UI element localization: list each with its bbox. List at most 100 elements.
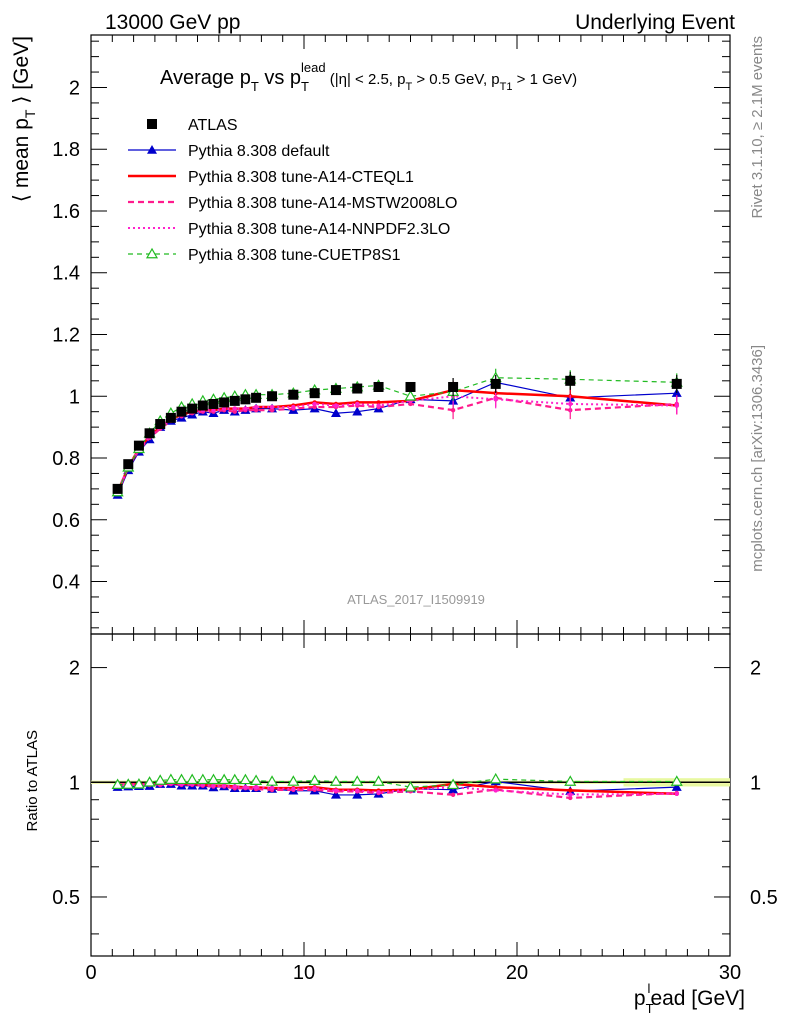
data-point [187,403,198,414]
data-point [493,397,498,402]
ratio-plot-frame [90,633,731,957]
data-point [112,483,123,494]
side-text-bottom: mcplots.cern.ch [arXiv:1306.3436] [749,345,766,572]
ratio-point [132,778,145,789]
ratio-point [243,785,248,790]
ratio-point [291,786,296,792]
data-point [144,428,155,439]
data-point [232,409,237,414]
data-point [312,404,317,410]
data-point [404,390,417,401]
series-pythia-8-308-default [112,373,682,799]
ratio-point [564,775,577,786]
data-point [229,395,240,406]
data-point [155,419,166,430]
x-axis-label: pTlead [GeV] [634,981,745,1016]
y-tick-label: 0.4 [52,572,80,594]
ratio-point [568,788,573,793]
data-point [565,375,576,386]
data-point [232,406,237,411]
ratio-point [111,778,124,790]
ratio-point [489,772,502,784]
legend-marker [147,119,157,129]
ratio-point [253,785,259,790]
legend-label: Pythia 8.308 tune-A14-MSTW2008LO [188,195,457,212]
x-tick-label: 30 [719,962,741,984]
ratio-point [228,773,241,785]
ratio-point [164,773,177,784]
data-point [355,401,360,407]
legend-label: Pythia 8.308 tune-A14-NNPDF2.3LO [188,221,450,238]
y-axis-label: ⟨ mean pT ⟩ [GeV] [10,36,38,202]
legend-marker [147,145,157,154]
ratio-point [450,792,456,797]
ratio-point [269,785,275,791]
ratio-point [232,784,237,789]
data-point [333,403,339,408]
ratio-point [674,791,679,797]
header-left: 13000 GeV pp [105,11,240,34]
legend-marker [145,247,159,259]
ratio-point [308,774,321,786]
data-layer [91,368,730,801]
data-point [568,401,573,407]
data-point [376,400,381,405]
data-point [376,403,381,408]
ratio-point [221,783,227,788]
ratio-point [211,783,216,788]
ratio-point [250,774,263,785]
series-atlas [112,371,682,494]
ratio-point [207,773,220,785]
data-point [165,412,176,423]
data-point [352,406,363,416]
data-point [243,406,248,411]
ratio-tick-label-right: 1 [750,772,761,794]
ratio-point [266,775,279,786]
y-tick-label: 1.8 [52,139,80,161]
data-point [330,408,341,417]
ratio-point [372,775,385,786]
ratio-point [329,775,342,786]
legend: ATLAS Pythia 8.308 default Pythia 8.308 tu… [128,117,457,264]
data-point [133,440,144,451]
header-right: Underlying Event [575,11,735,34]
x-tick-label: 20 [506,962,528,984]
data-point [251,392,262,403]
ratio-point [330,789,341,799]
y-tick-label: 1.2 [52,325,80,347]
data-point [269,404,275,410]
series-pythia-8-308-tune-a14-cteql1 [115,381,679,797]
ratio-y-axis-label: Ratio to ATLAS [24,730,41,831]
data-point [197,400,208,411]
data-point [269,407,275,413]
data-point [448,381,459,392]
data-point [288,389,299,400]
data-point [221,406,227,411]
ratio-point [239,773,252,785]
ratio-point [186,773,199,785]
series-line [117,377,677,493]
ratio-point [333,788,339,793]
ratio-point [352,789,363,799]
data-point [674,403,679,408]
ratio-tick-label-right: 2 [750,658,761,680]
ratio-point [493,788,498,793]
y-tick-label: 2 [69,77,80,99]
ratio-point [568,795,573,801]
y-tick-label: 0.8 [52,448,80,470]
ratio-point [143,776,156,787]
data-point [490,378,501,389]
ratio-point [404,780,417,792]
ratio-point [196,773,209,785]
data-point [352,383,363,394]
ratio-point [122,778,135,789]
data-point [240,394,251,405]
ratio-tick-label-right: 0.5 [750,887,778,909]
chart-title: Average pT vs pTlead (|η| < 2.5, pT > 0.… [160,60,577,94]
y-tick-label: 0.6 [52,510,80,532]
series-pythia-8-308-tune-cuetp8s1 [111,368,683,792]
ratio-point [568,792,573,797]
ratio-point [447,778,460,790]
ratio-point [351,775,364,786]
